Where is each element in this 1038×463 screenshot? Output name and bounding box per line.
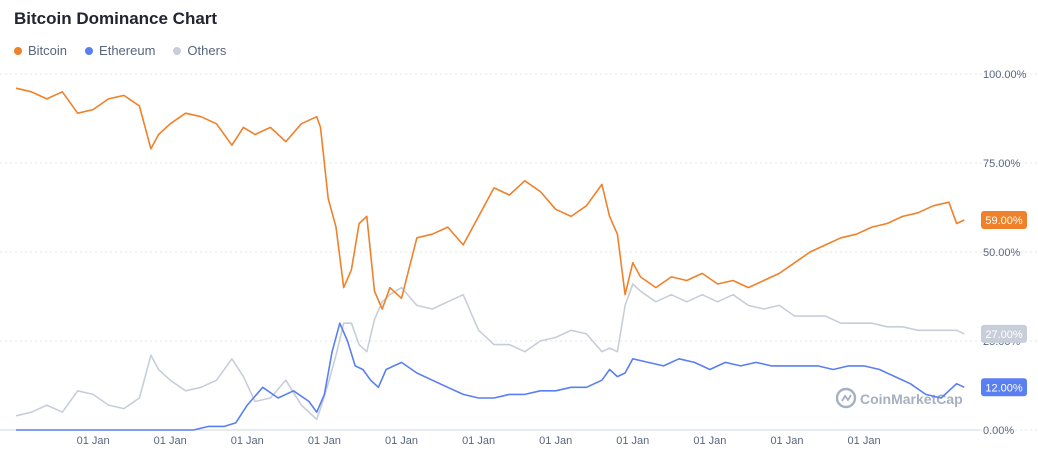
x-tick-label-4: 01 Jan — [385, 435, 418, 447]
last-value-label-bitcoin: 59.00% — [985, 215, 1023, 227]
series-line-ethereum[interactable] — [16, 322, 965, 431]
x-tick-label-6: 01 Jan — [539, 435, 572, 447]
y-tick-label-0: 100.00% — [983, 69, 1027, 81]
y-tick-label-1: 75.00% — [983, 158, 1021, 170]
legend-label-others: Others — [187, 43, 227, 58]
legend: Bitcoin Ethereum Others — [14, 43, 226, 58]
x-tick-label-2: 01 Jan — [231, 435, 264, 447]
coinmarketcap-logo-icon — [835, 387, 857, 409]
x-tick-label-10: 01 Jan — [848, 435, 881, 447]
series-lines — [15, 87, 965, 431]
last-value-badges: 59.00% 12.00% 27.00% — [981, 210, 1027, 397]
legend-item-ethereum[interactable]: Ethereum — [85, 43, 155, 58]
x-tick-label-8: 01 Jan — [693, 435, 726, 447]
x-tick-label-1: 01 Jan — [154, 435, 187, 447]
series-line-bitcoin[interactable] — [15, 87, 965, 310]
x-tick-label-0: 01 Jan — [77, 435, 110, 447]
x-tick-label-5: 01 Jan — [462, 435, 495, 447]
last-value-badge-ethereum: 12.00% — [981, 378, 1027, 397]
legend-item-bitcoin[interactable]: Bitcoin — [14, 43, 67, 58]
x-tick-label-9: 01 Jan — [770, 435, 803, 447]
legend-dot-others — [173, 46, 182, 55]
last-value-label-others: 27.00% — [985, 329, 1023, 341]
chart-title: Bitcoin Dominance Chart — [14, 9, 218, 28]
legend-item-others[interactable]: Others — [173, 43, 226, 58]
y-tick-label-4: 0.00% — [983, 425, 1014, 437]
watermark: CoinMarketCap — [835, 387, 963, 409]
last-value-label-ethereum: 12.00% — [985, 382, 1023, 394]
legend-dot-bitcoin — [14, 46, 22, 55]
legend-dot-ethereum — [85, 46, 94, 55]
grid — [0, 73, 1038, 431]
last-value-badge-others: 27.00% — [981, 324, 1027, 343]
x-axis: 01 Jan 01 Jan 01 Jan 01 Jan 01 Jan 01 Jan 01 J… — [77, 435, 881, 447]
x-tick-label-3: 01 Jan — [308, 435, 341, 447]
series-line-others[interactable] — [15, 283, 965, 421]
y-tick-label-2: 50.00% — [983, 247, 1021, 259]
last-value-badge-bitcoin: 59.00% — [981, 210, 1027, 229]
x-tick-label-7: 01 Jan — [616, 435, 649, 447]
legend-label-ethereum: Ethereum — [99, 43, 156, 58]
legend-label-bitcoin: Bitcoin — [28, 43, 68, 58]
y-axis: 100.00%75.00%50.00%25.00%0.00% — [983, 69, 1027, 437]
watermark-text: CoinMarketCap — [860, 391, 963, 407]
